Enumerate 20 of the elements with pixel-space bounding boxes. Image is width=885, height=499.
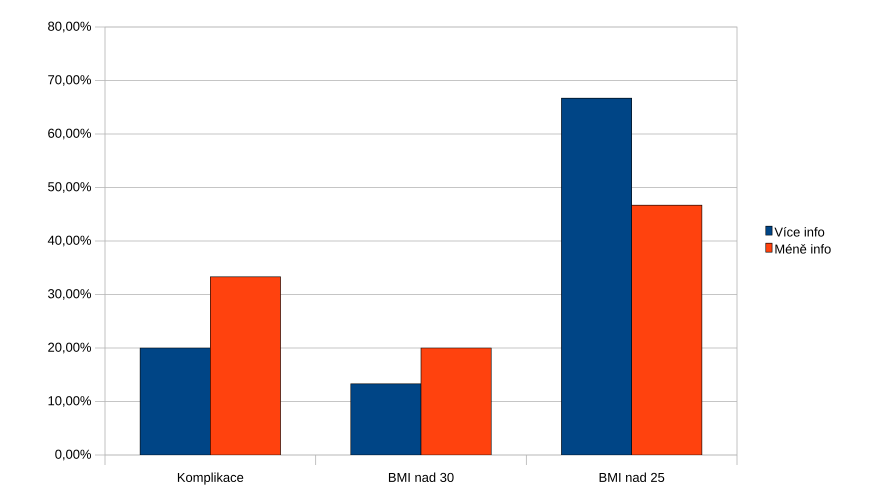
bar xyxy=(631,204,702,455)
bar xyxy=(210,276,281,455)
y-tick-label: 80,00% xyxy=(48,22,92,32)
y-tick-label: 70,00% xyxy=(48,75,92,86)
legend-label: Více info xyxy=(774,226,824,237)
x-tick-label: BMI nad 30 xyxy=(388,472,454,482)
bar xyxy=(140,348,211,455)
bar xyxy=(420,348,492,455)
y-tick-label: 40,00% xyxy=(48,236,92,246)
y-tick-label: 10,00% xyxy=(48,396,92,407)
y-tick-label: 50,00% xyxy=(48,182,92,193)
y-tick-label: 60,00% xyxy=(48,128,92,140)
y-tick-label: 30,00% xyxy=(48,289,92,300)
bar xyxy=(561,98,632,455)
bar xyxy=(350,384,422,455)
y-tick-label: 0,00% xyxy=(55,450,92,460)
y-tick-label: 20,00% xyxy=(48,342,92,354)
x-tick-label: Komplikace xyxy=(178,472,244,485)
x-tick-label: BMI nad 25 xyxy=(600,472,664,482)
legend-label: Méně info xyxy=(775,244,831,254)
